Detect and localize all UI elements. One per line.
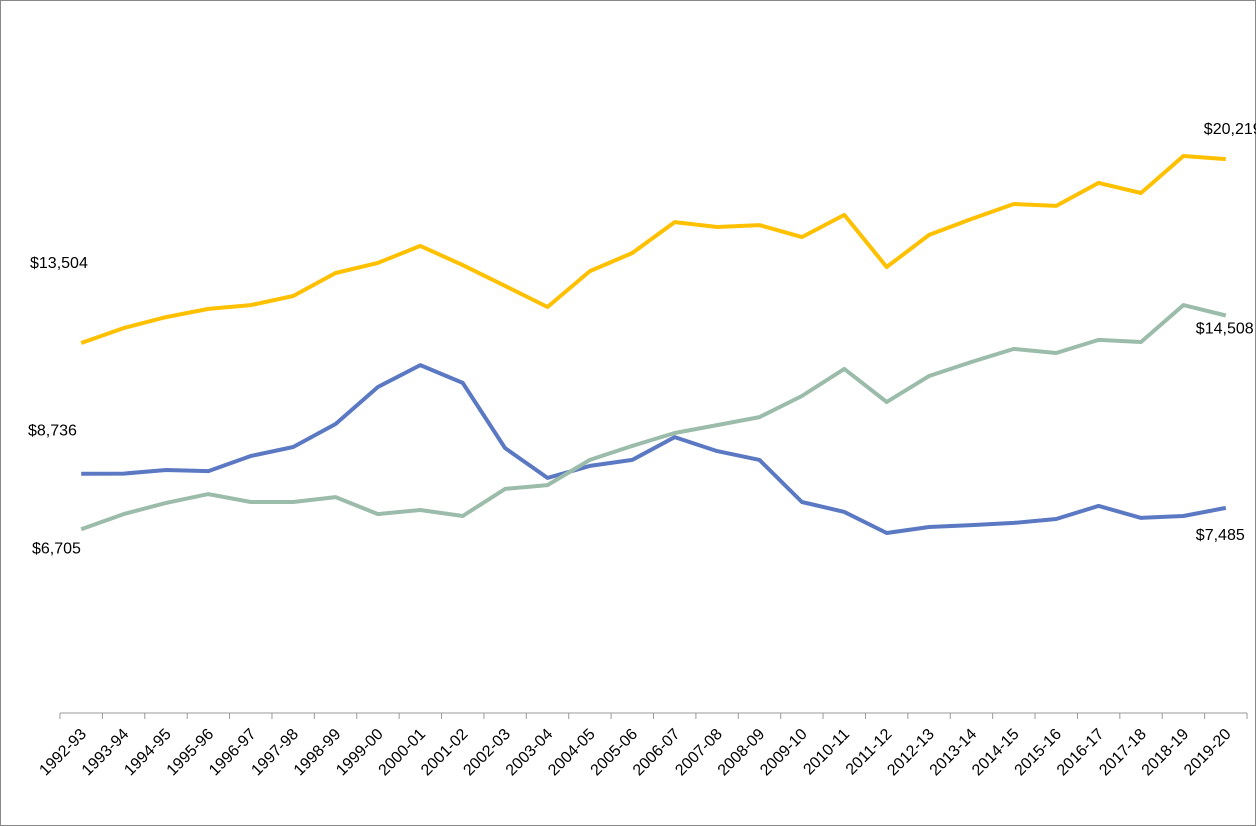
data-label: $14,508 bbox=[1196, 321, 1254, 338]
line-series bbox=[80, 303, 1227, 532]
data-label: $7,485 bbox=[1196, 527, 1245, 544]
line-series bbox=[80, 154, 1226, 345]
data-label: $13,504 bbox=[30, 255, 88, 272]
line-series bbox=[81, 363, 1227, 535]
data-label: $6,705 bbox=[32, 540, 81, 557]
data-label: $8,736 bbox=[28, 423, 77, 440]
data-label: $20,219 bbox=[1204, 121, 1256, 138]
